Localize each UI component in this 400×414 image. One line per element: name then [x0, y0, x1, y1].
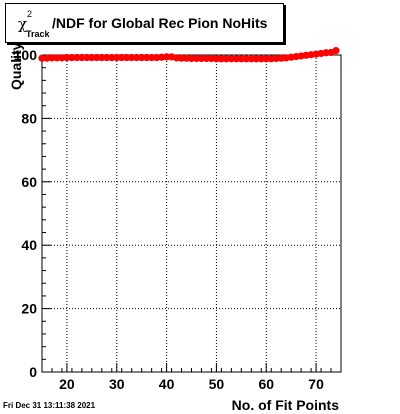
data-points	[38, 46, 340, 63]
x-axis-label: No. of Fit Points	[231, 397, 339, 413]
data-point	[148, 53, 156, 62]
data-point	[162, 53, 171, 61]
minor-ticks	[41, 54, 342, 373]
data-point	[252, 55, 260, 63]
data-point	[38, 54, 46, 62]
x-tick-label: 20	[59, 376, 75, 392]
data-point	[118, 53, 126, 62]
y-axis-label: Quality	[8, 42, 24, 90]
data-point	[103, 53, 111, 62]
data-point	[257, 55, 265, 63]
data-point	[68, 53, 76, 62]
x-tick-label: 60	[258, 376, 274, 392]
x-tick-label: 50	[209, 376, 225, 392]
y-tick-label: 20	[21, 301, 37, 317]
y-tick-label: 100	[14, 47, 38, 63]
y-tick-label: 40	[21, 237, 37, 253]
data-point	[128, 53, 136, 62]
title-subscript: Track	[26, 29, 50, 39]
data-point	[202, 54, 211, 63]
tick-labels: 20 30 40 50 60 70 0 20 40 60 80 100	[14, 47, 324, 392]
data-point	[262, 55, 270, 63]
data-point	[247, 55, 255, 63]
chart-title: /NDF for Global Rec Pion NoHits	[52, 15, 268, 31]
data-point	[83, 53, 91, 62]
grid-layer	[42, 54, 341, 372]
data-point	[88, 53, 96, 62]
data-point	[93, 53, 101, 62]
data-point	[237, 55, 245, 63]
data-point	[242, 55, 250, 63]
data-point	[73, 53, 81, 62]
x-tick-label: 70	[308, 376, 324, 392]
y-tick-label: 0	[29, 364, 37, 380]
data-point	[177, 54, 186, 62]
y-tick-label: 60	[21, 174, 37, 190]
data-point	[133, 53, 141, 62]
plot-frame-rect	[41, 54, 342, 373]
data-point	[108, 53, 116, 62]
data-point	[98, 53, 106, 62]
data-point	[53, 54, 61, 62]
timestamp: Fri Dec 31 13:11:38 2021	[3, 401, 96, 410]
data-point	[217, 55, 225, 63]
data-point	[113, 53, 121, 62]
data-point	[63, 53, 71, 62]
x-tick-label: 40	[159, 376, 175, 392]
data-point	[332, 46, 340, 55]
title-superscript: 2	[27, 9, 33, 19]
data-point	[143, 53, 151, 62]
data-point	[197, 54, 206, 63]
data-point	[227, 55, 235, 63]
x-tick-label: 30	[109, 376, 125, 392]
data-point	[212, 55, 221, 63]
data-point	[123, 53, 131, 62]
data-point	[222, 55, 230, 63]
data-point	[232, 55, 240, 63]
data-point	[187, 54, 196, 63]
y-tick-label: 80	[21, 110, 37, 126]
plot-frame	[41, 54, 342, 373]
title-chi-symbol: χ	[18, 15, 28, 33]
chart-title-box: χ 2 Track /NDF for Global Rec Pion NoHit…	[5, 3, 284, 43]
data-point	[138, 53, 146, 62]
data-point	[48, 54, 56, 62]
data-point	[78, 53, 86, 62]
data-point	[192, 54, 201, 63]
